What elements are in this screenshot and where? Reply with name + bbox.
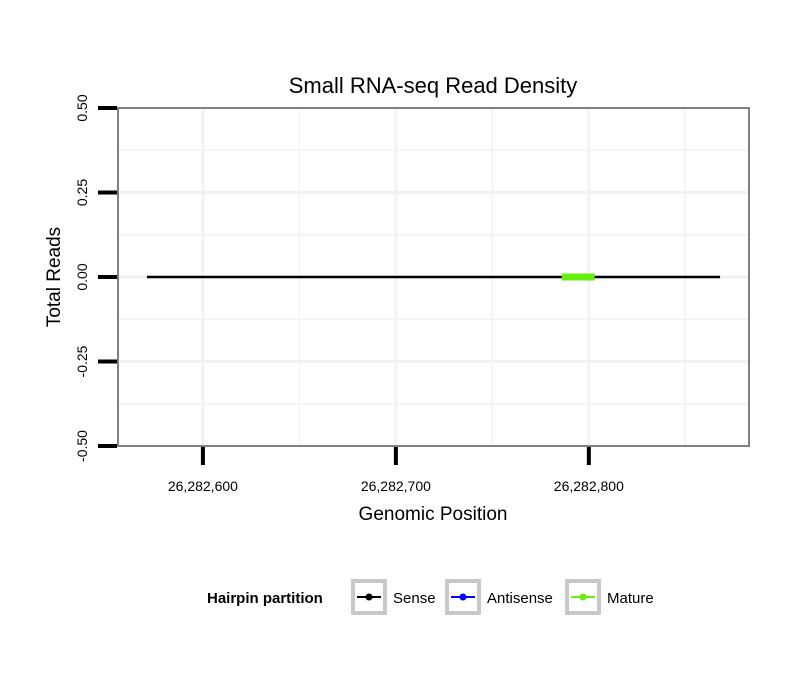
x-tick-label: 26,282,600 <box>168 478 238 494</box>
legend-key-point <box>365 593 373 601</box>
x-axis-title: Genomic Position <box>359 504 508 525</box>
legend-label-mature: Mature <box>607 590 654 607</box>
y-tick-label: -0.50 <box>74 430 90 462</box>
chart-title: Small RNA-seq Read Density <box>289 73 578 98</box>
legend-key-point <box>459 593 467 601</box>
legend: Hairpin partition Sense Antisense Mature <box>207 579 654 615</box>
legend-label-sense: Sense <box>393 590 436 607</box>
legend-key-antisense <box>445 579 481 615</box>
x-tick-label: 26,282,700 <box>361 478 431 494</box>
y-tick-label: 0.50 <box>74 94 90 121</box>
legend-key-point <box>579 593 587 601</box>
x-tick-label: 26,282,800 <box>554 478 624 494</box>
legend-label-antisense: Antisense <box>487 590 553 607</box>
legend-title: Hairpin partition <box>207 590 323 607</box>
y-axis-title: Total Reads <box>44 227 65 327</box>
y-tick-label: -0.25 <box>74 345 90 377</box>
x-axis: 26,282,600 26,282,700 26,282,800 <box>168 447 624 494</box>
y-axis: -0.50 -0.25 0.00 0.25 0.50 <box>74 94 117 462</box>
y-tick-label: 0.00 <box>74 263 90 290</box>
y-tick-label: 0.25 <box>74 179 90 206</box>
